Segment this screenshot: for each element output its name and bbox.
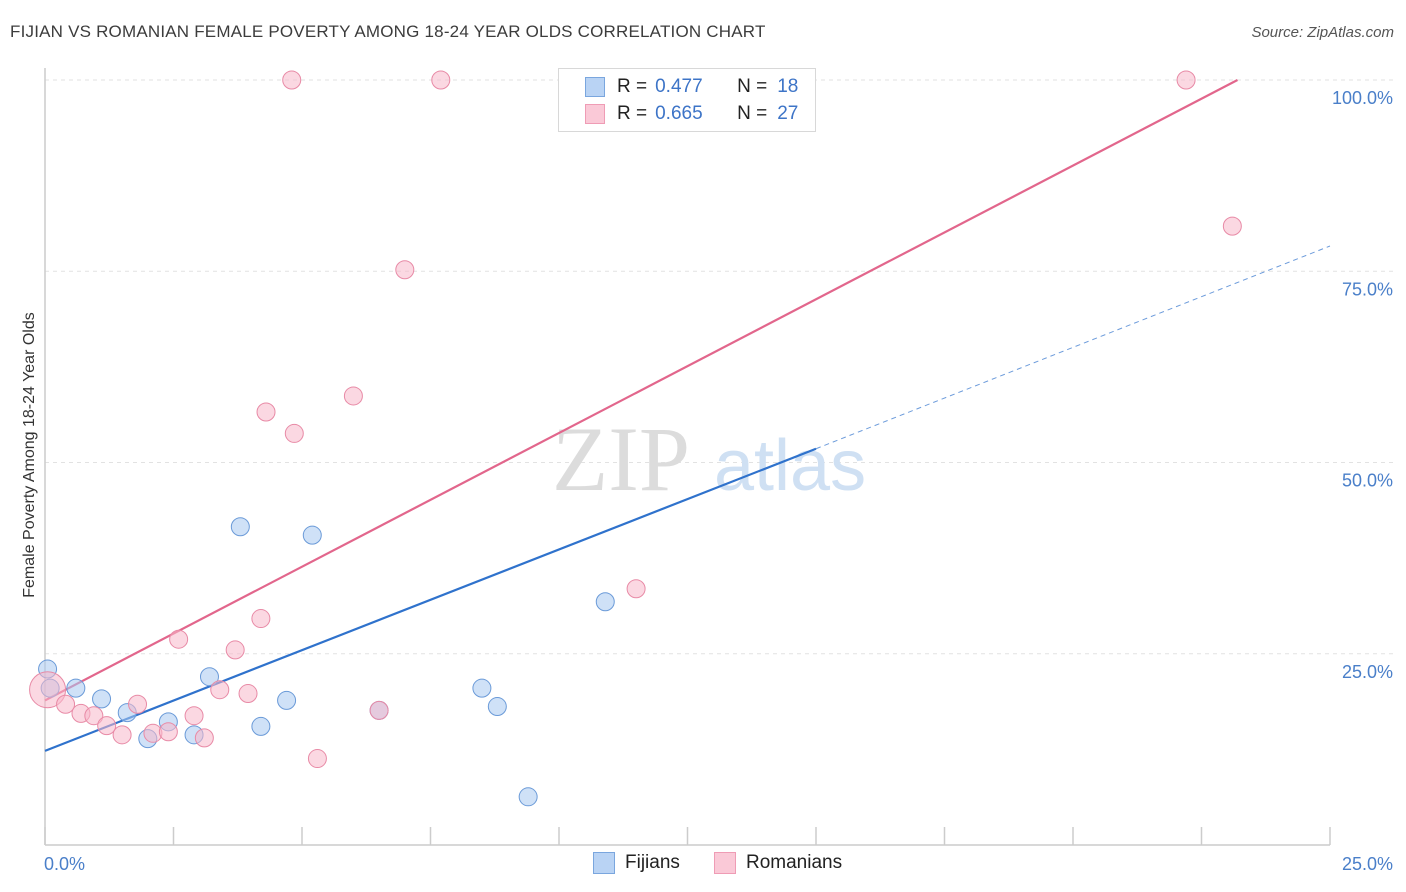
romanians-point <box>251 609 271 629</box>
y-tick-label: 100.0% <box>1332 88 1393 108</box>
r-value: 0.665 <box>655 103 703 124</box>
romanians-point <box>29 671 67 709</box>
axes <box>44 68 1331 846</box>
x-tick-label: 25.0% <box>1342 854 1393 874</box>
fijians-point <box>251 716 271 736</box>
romanians-point <box>343 386 363 406</box>
fijians-swatch <box>585 77 605 97</box>
stats-legend: R = 0.477 N = 18 R = 0.665 N = 27 <box>558 68 816 132</box>
romanians-point <box>238 684 258 704</box>
x-tick-labels: 0.0% 25.0% <box>44 854 1393 874</box>
fijians-point <box>487 697 507 717</box>
romanians-point <box>307 749 327 769</box>
watermark-atlas: atlas <box>714 426 866 506</box>
y-tick-label: 75.0% <box>1342 279 1393 299</box>
romanians-point <box>184 706 204 726</box>
watermark-zip: ZIP <box>552 408 690 510</box>
fijians-point <box>92 689 112 709</box>
fijians-point <box>302 525 322 545</box>
romanians-point <box>284 423 304 443</box>
romanians-point <box>210 680 230 700</box>
fijians-trend-line <box>44 447 817 752</box>
romanians-trend-line <box>44 79 1238 702</box>
fijians-point <box>66 678 86 698</box>
romanians-point <box>158 722 178 742</box>
romanians-point <box>431 70 451 90</box>
fijians-legend-swatch <box>593 852 615 874</box>
source-credit: Source: ZipAtlas.com <box>1251 24 1394 41</box>
r-value: 0.477 <box>655 76 703 97</box>
romanians-point <box>194 728 214 748</box>
bottom-legend-romanians: Romanians <box>714 852 842 874</box>
trend-lines <box>44 79 1331 752</box>
watermark: ZIP atlas <box>552 408 866 510</box>
romanians-point <box>112 725 132 745</box>
fijians-legend-label: Fijians <box>625 852 680 873</box>
romanians-legend-label: Romanians <box>746 852 843 873</box>
fijians-point <box>230 517 250 537</box>
romanians-point <box>369 700 389 720</box>
n-label: N = <box>737 103 768 124</box>
data-points <box>29 70 1242 807</box>
fijians-point <box>277 690 297 710</box>
n-value: 27 <box>777 103 799 124</box>
romanians-legend-swatch <box>714 852 736 874</box>
fijians-point <box>472 678 492 698</box>
romanians-point <box>626 579 646 599</box>
romanians-point <box>225 640 245 660</box>
grid-lines <box>45 79 1395 655</box>
y-axis-label: Female Poverty Among 18-24 Year Olds <box>21 312 38 598</box>
r-label: R = <box>617 103 648 124</box>
y-tick-label: 50.0% <box>1342 471 1393 491</box>
r-label: R = <box>617 76 648 97</box>
bottom-legend-fijians: Fijians <box>593 852 680 874</box>
romanians-point <box>169 629 189 649</box>
fijians-point <box>595 592 615 612</box>
y-tick-label: 25.0% <box>1342 662 1393 682</box>
x-tick-label: 0.0% <box>44 854 85 874</box>
romanians-swatch <box>585 104 605 124</box>
y-tick-labels: 25.0% 50.0% 75.0% 100.0% <box>1332 88 1393 682</box>
n-label: N = <box>737 76 768 97</box>
romanians-point <box>395 260 415 280</box>
fijians-point <box>199 667 219 687</box>
legend-row-romanians: R = 0.665 N = 27 <box>585 101 799 127</box>
romanians-point <box>282 70 302 90</box>
romanians-point <box>256 402 276 422</box>
romanians-point <box>128 694 148 714</box>
romanians-point <box>1222 216 1242 236</box>
romanians-point <box>84 706 104 726</box>
n-value: 18 <box>777 76 799 97</box>
romanians-point <box>56 694 76 714</box>
romanians-point <box>97 716 117 736</box>
fijians-point <box>518 787 538 807</box>
romanians-point <box>1176 70 1196 90</box>
chart-title: FIJIAN VS ROMANIAN FEMALE POVERTY AMONG … <box>10 22 766 41</box>
fijians-trend-extension <box>815 245 1331 450</box>
legend-row-fijians: R = 0.477 N = 18 <box>585 74 799 100</box>
